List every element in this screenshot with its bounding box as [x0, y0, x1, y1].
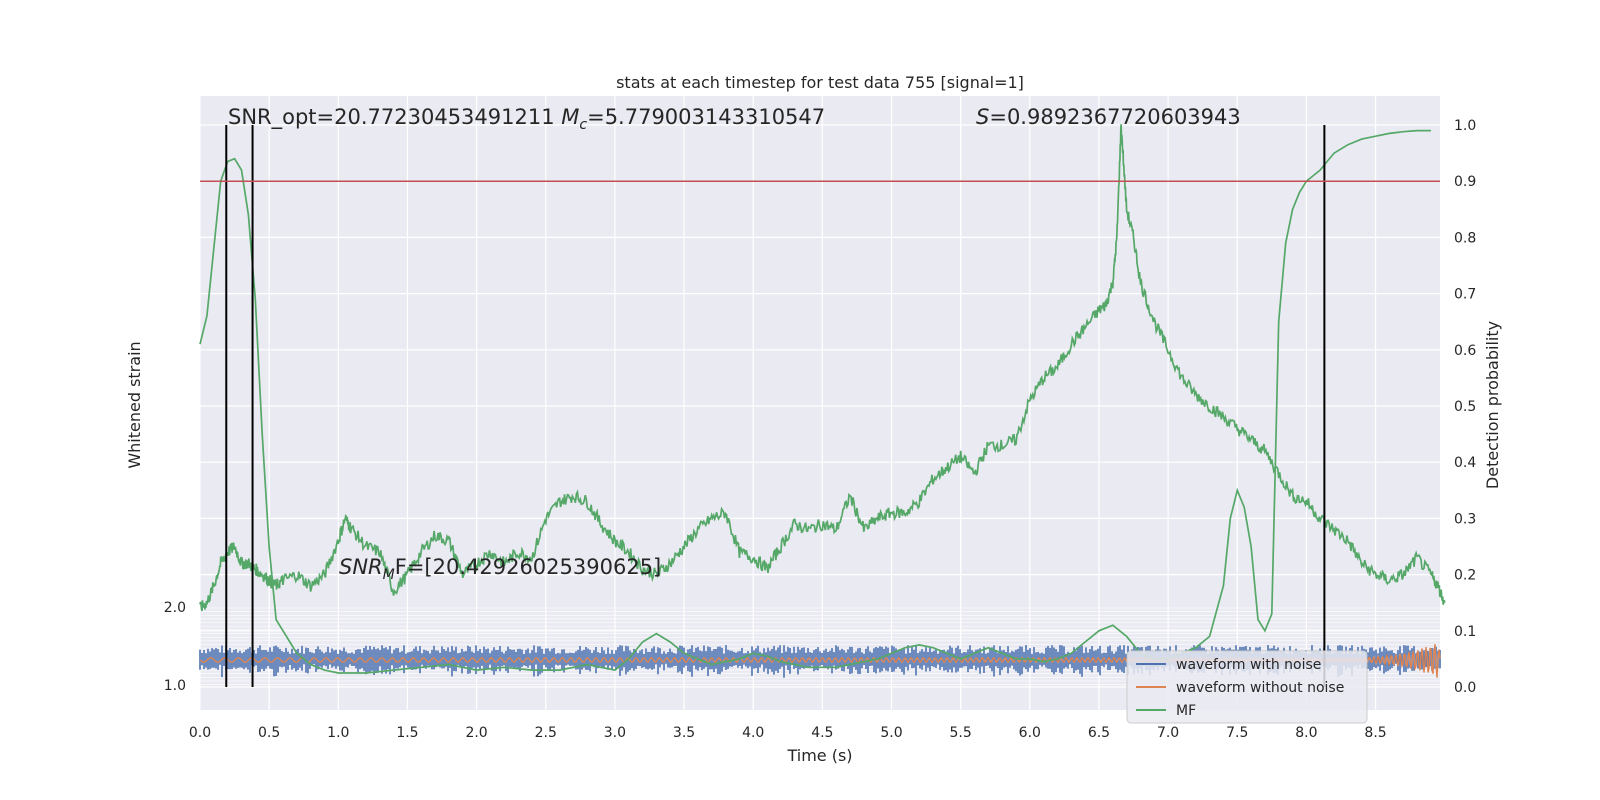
y-left-axis-label: Whitened strain: [125, 341, 144, 468]
s-annotation: S=0.9892367720603943: [976, 105, 1241, 129]
x-tick-label: 7.5: [1226, 725, 1248, 741]
y-right-tick-label: 0.6: [1454, 343, 1476, 359]
mf-noisy-line: [199, 124, 1446, 612]
y-right-tick-label: 0.7: [1454, 287, 1476, 303]
y-left-tick-labels: 2.0 1.0: [164, 600, 186, 694]
mf-series: [199, 124, 1446, 674]
y-right-tick-labels: 0.0 0.1 0.2 0.3 0.4 0.5 0.6 0.7 0.8 0.9 1.0: [1454, 118, 1476, 696]
y-left-tick-label: 1.0: [164, 678, 186, 694]
x-tick-label: 5.0: [880, 725, 902, 741]
x-tick-label: 3.0: [604, 725, 626, 741]
x-tick-label: 0.5: [258, 725, 280, 741]
x-axis-label: Time (s): [786, 746, 852, 765]
x-tick-label: 1.0: [327, 725, 349, 741]
x-tick-label: 6.0: [1019, 725, 1041, 741]
x-tick-label: 1.5: [396, 725, 418, 741]
y-right-tick-label: 0.8: [1454, 230, 1476, 246]
x-tick-label: 2.0: [465, 725, 487, 741]
snr-opt-annotation: SNR_opt=20.77230453491211 Mc=5.779003143…: [228, 105, 825, 133]
y-right-tick-label: 0.3: [1454, 511, 1476, 527]
chart-title: stats at each timestep for test data 755…: [616, 73, 1024, 92]
legend: waveform with noise waveform without noi…: [1126, 650, 1368, 724]
y-right-tick-label: 0.0: [1454, 680, 1476, 696]
y-right-tick-label: 0.2: [1454, 568, 1476, 584]
y-left-tick-label: 2.0: [164, 600, 186, 616]
vertical-markers: [225, 125, 1326, 687]
x-tick-label: 4.5: [811, 725, 833, 741]
x-tick-label: 6.5: [1088, 725, 1110, 741]
y-right-tick-label: 0.1: [1454, 624, 1476, 640]
y-right-tick-label: 0.9: [1454, 174, 1476, 190]
y-right-axis-label: Detection probability: [1483, 321, 1502, 489]
y-right-tick-label: 0.5: [1454, 399, 1476, 415]
x-tick-label: 0.0: [189, 725, 211, 741]
snr-mf-annotation: SNRMF=[20.42926025390625]: [339, 555, 661, 583]
mf-smooth-line: [199, 129, 1431, 674]
legend-label-noise: waveform with noise: [1176, 657, 1321, 673]
x-tick-label: 7.0: [1157, 725, 1179, 741]
legend-label-clean: waveform without noise: [1176, 680, 1344, 696]
legend-box: [1126, 650, 1368, 724]
legend-label-mf: MF: [1176, 703, 1196, 719]
y-right-tick-label: 0.4: [1454, 455, 1476, 471]
grid: [199, 96, 1440, 710]
x-tick-label: 3.5: [673, 725, 695, 741]
x-tick-label: 2.5: [535, 725, 557, 741]
x-tick-label: 4.0: [742, 725, 764, 741]
plot-background: [200, 96, 1440, 710]
x-tick-label: 5.5: [950, 725, 972, 741]
y-right-tick-label: 1.0: [1454, 118, 1476, 134]
x-tick-labels: 0.0 0.5 1.0 1.5 2.0 2.5 3.0 3.5 4.0 4.5 5.0 5.5 6.0 6…: [189, 725, 1387, 741]
x-tick-label: 8.5: [1364, 725, 1386, 741]
x-tick-label: 8.0: [1295, 725, 1317, 741]
